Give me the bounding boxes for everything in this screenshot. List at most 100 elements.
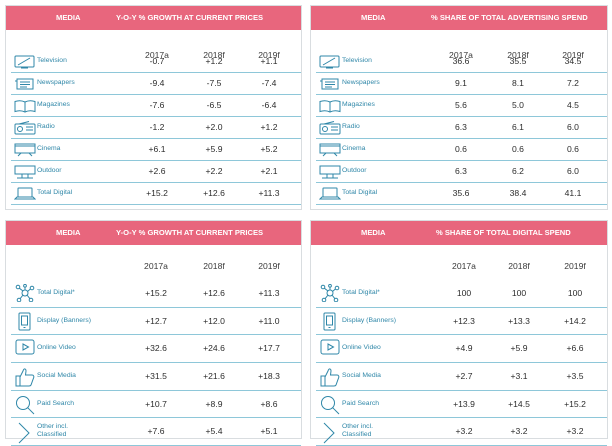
table-cell: +13.9 [444,399,484,409]
media-label: Cinema [342,145,365,153]
table-cell: 5.0 [498,100,538,110]
chevron-right-icon [319,422,341,444]
table-row: Television-0.7+1.2+1.1 [6,51,301,73]
media-label: Paid Search [342,400,379,408]
metric-title: % SHARE OF TOTAL ADVERTISING SPEND [431,6,588,30]
magnifier-icon [319,395,341,415]
table-cell: 100 [555,288,595,298]
media-label: Online Video [342,344,381,352]
table-cell: +2.7 [444,371,484,381]
table-cell: +3.1 [499,371,539,381]
table-cell: +15.2 [136,288,176,298]
table-cell: 0.6 [441,144,481,154]
table-row: Display (Banners)+12.3+13.3+14.2 [311,308,607,336]
media-label: Total Digital [342,189,377,197]
table-cell: 0.6 [553,144,593,154]
table-cell: -7.6 [137,100,177,110]
table-cell: -7.5 [194,78,234,88]
table-row: Total Digital+15.2+12.6+11.3 [6,183,301,205]
cinema-icon [14,143,36,157]
table-cell: 6.3 [441,122,481,132]
metric-title: Y-O-Y % GROWTH AT CURRENT PRICES [116,6,263,30]
table-cell: +1.1 [249,56,289,66]
media-label: Newspapers [342,79,380,87]
table-cell: +6.1 [137,144,177,154]
table-cell: 35.5 [498,56,538,66]
table-cell: 8.1 [498,78,538,88]
table-row: Online Video+32.6+24.6+17.7 [6,335,301,363]
banner-icon [14,312,36,331]
television-icon [319,55,341,69]
metric-title: % SHARE OF TOTAL DIGITAL SPEND [436,221,571,245]
table-cell: +8.6 [249,399,289,409]
table-row: Other incl. Classified+3.2+3.2+3.2 [311,419,607,446]
media-label: Outdoor [342,167,367,175]
table-cell: +2.0 [194,122,234,132]
table-cell: 6.3 [441,166,481,176]
laptop-icon [319,187,341,201]
play-icon [14,339,36,355]
year-column-header: 2018f [499,261,539,271]
media-label: Display (Banners) [37,317,91,325]
media-label: Magazines [37,101,70,109]
media-label: Television [37,57,67,65]
table-cell: +4.9 [444,343,484,353]
table-cell: +10.7 [136,399,176,409]
newspaper-icon [14,77,36,91]
media-label: Radio [342,123,360,131]
table-header-bar: MEDIA% SHARE OF TOTAL DIGITAL SPEND [311,221,607,245]
thumbs-up-icon [14,367,36,387]
table-cell: +12.7 [136,316,176,326]
table-cell: -7.4 [249,78,289,88]
television-icon [14,55,36,69]
table-cell: +13.3 [499,316,539,326]
table-cell: -1.2 [137,122,177,132]
media-label: Newspapers [37,79,75,87]
media-label: Online Video [37,344,76,352]
radio-icon [14,121,36,135]
table-row: Outdoor+2.6+2.2+2.1 [6,161,301,183]
laptop-icon [14,187,36,201]
year-column-header: 2019f [555,261,595,271]
table-row: Total Digital*+15.2+12.6+11.3 [6,280,301,308]
table-cell: 35.6 [441,188,481,198]
media-label: Other incl. Classified [342,423,382,439]
table-cell: +1.2 [249,122,289,132]
table-cell: 7.2 [553,78,593,88]
chevron-right-icon [14,422,36,444]
billboard-icon [319,165,341,179]
table-cell: -9.4 [137,78,177,88]
table-row: Newspapers -9.4 -7.5 -7.4 [6,73,301,95]
table-cell: 6.0 [553,166,593,176]
media-column-heading: MEDIA [56,6,80,30]
media-label: Social Media [37,372,76,380]
media-label: Total Digital* [37,289,75,297]
table-cell: 100 [444,288,484,298]
metric-title: Y-O-Y % GROWTH AT CURRENT PRICES [116,221,263,245]
media-label: Total Digital [37,189,72,197]
table-cell: -6.4 [249,100,289,110]
media-label: Paid Search [37,400,74,408]
table-cell: +3.2 [555,426,595,436]
magnifier-icon [14,395,36,415]
table-cell: 34.5 [553,56,593,66]
table-cell: 38.4 [498,188,538,198]
network-icon [14,284,36,302]
table-cell: +5.4 [194,426,234,436]
media-label: Television [342,57,372,65]
table-cell: +17.7 [249,343,289,353]
table-row: Display (Banners)+12.7+12.0+11.0 [6,308,301,336]
table-cell: +15.2 [555,399,595,409]
row-divider [11,204,301,205]
media-label: Social Media [342,372,381,380]
year-column-header: 2018f [194,261,234,271]
